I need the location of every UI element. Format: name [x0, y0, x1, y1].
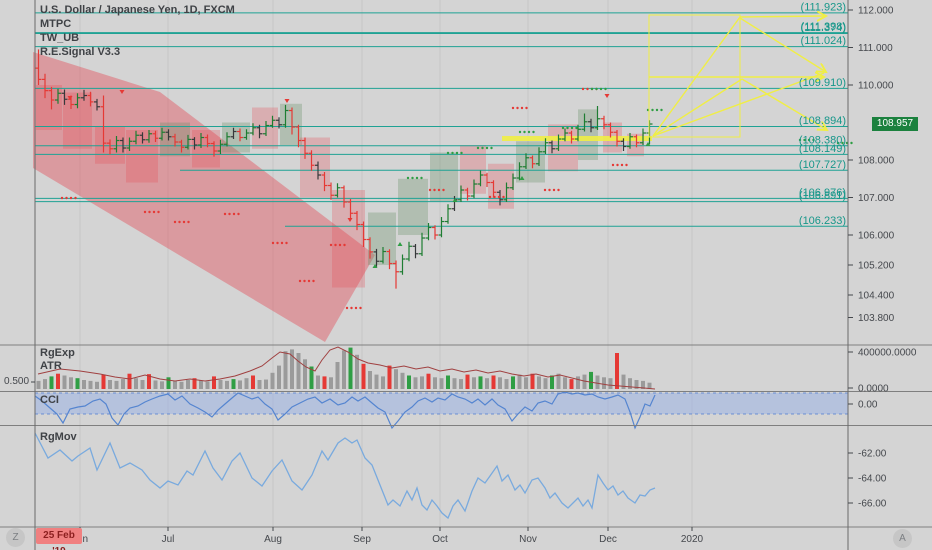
grid-lines — [79, 0, 693, 527]
price-tick-label: 103.800 — [858, 313, 895, 324]
level-price-label: (111.923) — [801, 1, 846, 13]
rgmov-pane — [34, 432, 656, 520]
indicator-tw-ub[interactable]: TW_UB — [40, 32, 80, 44]
price-tick-label: 104.400 — [858, 291, 895, 302]
price-tick-label: 111.000 — [858, 43, 893, 54]
rgmov-tick-label: -66.00 — [858, 499, 887, 510]
ohlc-bars — [35, 49, 653, 289]
pane-label-atr[interactable]: ATR — [40, 360, 62, 372]
time-tick-label: Sep — [353, 534, 371, 545]
level-price-label: (106.976) — [799, 187, 846, 199]
pane-label-rgexp[interactable]: RgExp — [40, 347, 75, 359]
symbol-title[interactable]: U.S. Dollar / Japanese Yen, 1D, FXCM — [40, 4, 235, 16]
time-tick-label: Dec — [599, 534, 617, 545]
rgmov-tick-label: -64.00 — [858, 474, 887, 485]
rgexp-tick-label: 400000.0000 — [858, 348, 917, 359]
level-price-label: (106.891) — [799, 190, 846, 202]
level-price-label: (111.374) — [801, 22, 846, 34]
current-price-badge: 108.957 — [872, 117, 918, 131]
cci-pane — [34, 391, 848, 430]
price-tick-label: 110.000 — [858, 81, 894, 92]
bear-channel-drawing[interactable] — [33, 52, 375, 342]
price-tick-label: 108.000 — [858, 156, 895, 167]
level-price-label: (108.380) — [799, 134, 846, 146]
price-tick-label: 112.000 — [858, 6, 894, 17]
rgexp-tick-label: 0.0000 — [858, 384, 889, 395]
rgmov-tick-label: -62.00 — [858, 449, 887, 460]
signal-dots — [60, 87, 853, 310]
level-price-label: (108.894) — [799, 115, 846, 127]
auto-scale-button[interactable]: A — [893, 529, 912, 548]
rgexp-pane — [36, 346, 656, 390]
projection-drawing — [648, 15, 827, 138]
price-tick-label: 107.000 — [858, 193, 895, 204]
time-tick-label: Aug — [264, 534, 282, 545]
time-tick-label: Jul — [162, 534, 175, 545]
crosshair-date-badge: 25 Feb '19 — [36, 528, 82, 550]
price-tick-label: 105.200 — [858, 261, 895, 272]
level-price-label: (107.727) — [799, 159, 846, 171]
time-tick-label: Nov — [519, 534, 537, 545]
level-price-label: (109.910) — [799, 77, 846, 89]
timezone-button[interactable]: Z — [6, 528, 25, 547]
price-tick-label: 106.000 — [858, 231, 895, 242]
pane-label-cci[interactable]: CCI — [40, 394, 59, 406]
level-price-label: (111.024) — [801, 35, 846, 47]
level-lines — [35, 12, 848, 227]
pane-label-rgmov[interactable]: RgMov — [40, 431, 77, 443]
cci-tick-label: 0.00 — [858, 400, 878, 411]
level-price-label: (106.233) — [799, 215, 846, 227]
level-price-label: (108.149) — [799, 143, 846, 155]
indicator-resignal[interactable]: R.E.Signal V3.3 — [40, 46, 121, 58]
left-scale-value: 0.500 — [4, 376, 30, 387]
channel — [33, 52, 375, 342]
indicator-mtpc[interactable]: MTPC — [40, 18, 72, 30]
time-tick-label: 2020 — [681, 534, 704, 545]
signal-markers — [67, 90, 651, 268]
level-price-label: (111.398) — [801, 21, 846, 33]
time-tick-label: Oct — [432, 534, 448, 545]
